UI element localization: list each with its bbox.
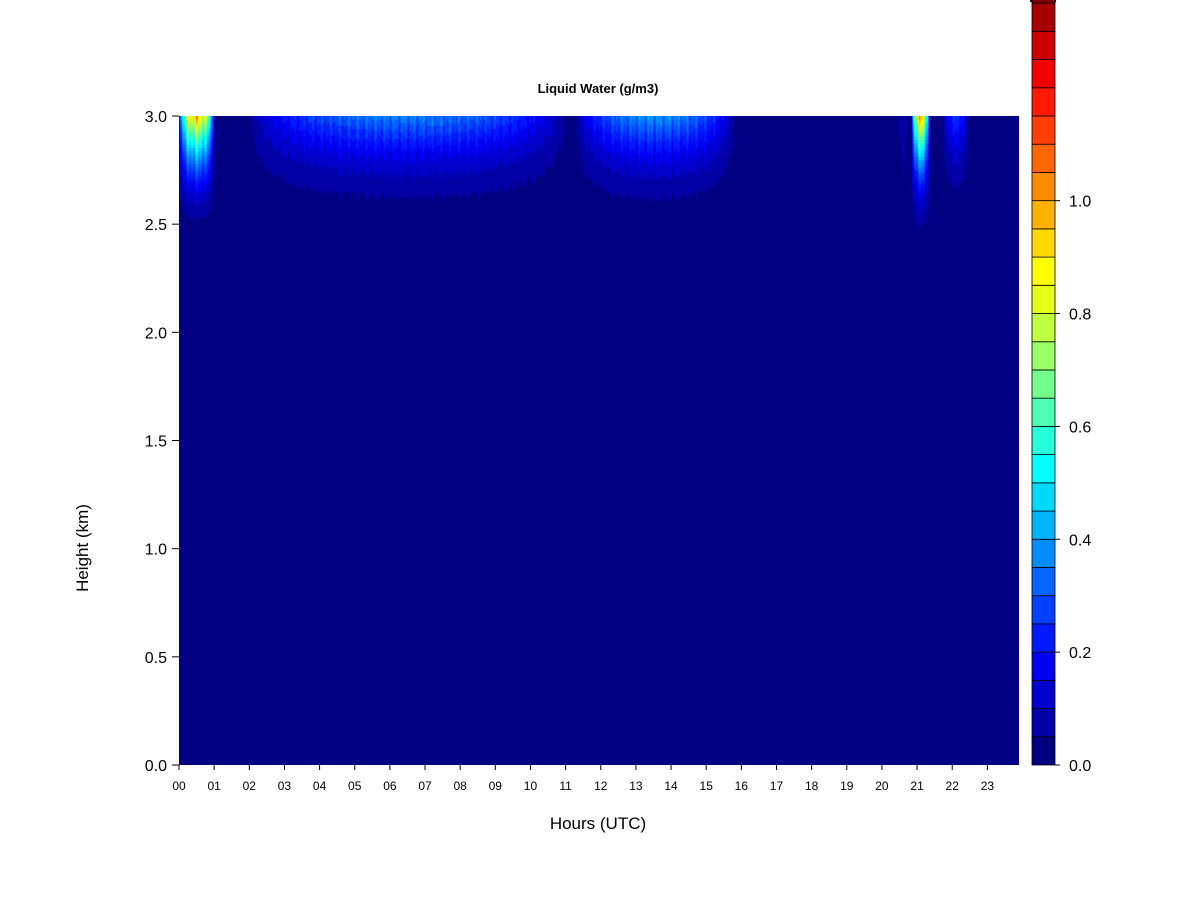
- heatmap-background: [179, 116, 1019, 765]
- cloud-event: [179, 116, 215, 221]
- heatmap-plot-area: [179, 116, 1019, 765]
- chart-title: Liquid Water (g/m3): [538, 81, 659, 96]
